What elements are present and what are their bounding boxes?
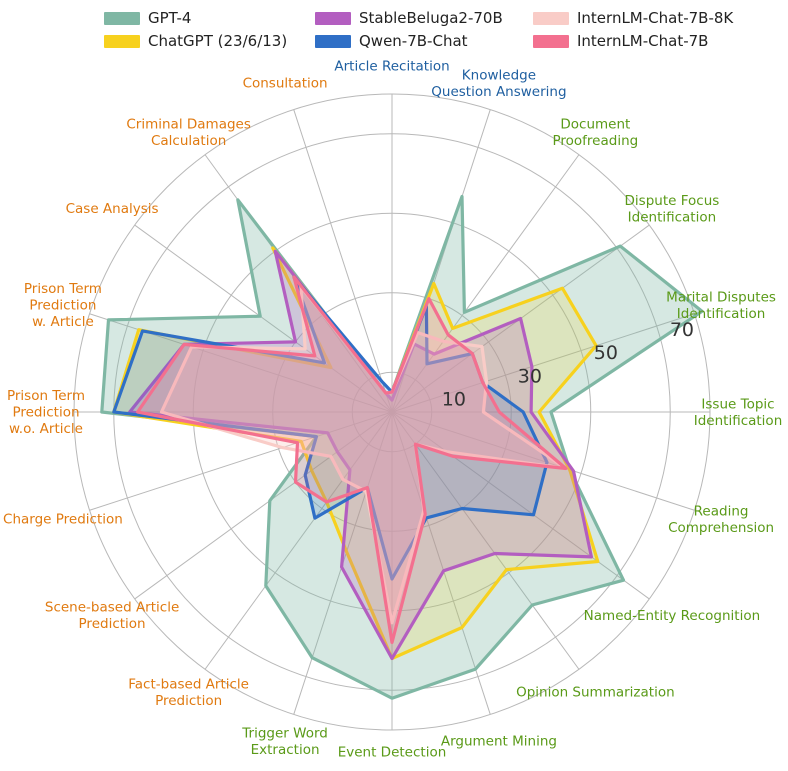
legend-item-chatgpt[interactable]: ChatGPT (23/6/13) bbox=[104, 31, 287, 51]
axis-label: Reading Comprehension bbox=[668, 503, 774, 536]
legend-label: InternLM-Chat-7B bbox=[577, 32, 709, 50]
axis-label: Issue Topic Identification bbox=[694, 396, 783, 429]
legend-swatch bbox=[104, 34, 140, 48]
radial-ticks: 10 30 50 70 bbox=[442, 319, 694, 411]
legend-label: GPT-4 bbox=[148, 9, 192, 27]
legend-item-gpt4[interactable]: GPT-4 bbox=[104, 8, 191, 28]
axis-label: Event Detection bbox=[338, 745, 447, 761]
radar-series bbox=[100, 194, 704, 700]
axis-label: Article Recitation bbox=[334, 59, 449, 75]
radial-tick-label: 10 bbox=[442, 389, 466, 411]
axis-label: Trigger Word Extraction bbox=[241, 725, 328, 758]
axis-label: Charge Prediction bbox=[3, 512, 123, 528]
series-polygon-2[interactable] bbox=[128, 249, 594, 661]
legend-label: ChatGPT (23/6/13) bbox=[148, 32, 288, 50]
legend-label: InternLM-Chat-7B-8K bbox=[577, 9, 734, 27]
axis-label: Knowledge Question Answering bbox=[431, 67, 566, 100]
grid-spoke bbox=[391, 154, 580, 413]
grid-spoke bbox=[134, 224, 393, 413]
legend-swatch bbox=[104, 11, 140, 25]
legend-swatch bbox=[315, 34, 351, 48]
axis-label: Prison Term Prediction w. Article bbox=[24, 281, 102, 330]
legend-item-internlm-8k[interactable]: InternLM-Chat-7B-8K bbox=[533, 8, 733, 28]
axis-label: Consultation bbox=[243, 76, 328, 92]
grid-spoke bbox=[134, 411, 393, 600]
legend-item-qwen[interactable]: Qwen-7B-Chat bbox=[315, 31, 468, 51]
grid-spoke bbox=[391, 411, 580, 670]
series-polygon-4[interactable] bbox=[159, 285, 568, 625]
axis-label: Criminal Damages Calculation bbox=[126, 116, 251, 149]
axis-label: Document Proofreading bbox=[553, 116, 639, 149]
legend-label: Qwen-7B-Chat bbox=[359, 32, 468, 50]
axis-label: Opinion Summarization bbox=[516, 685, 675, 701]
grid-spoke bbox=[391, 411, 491, 715]
legend-item-internlm[interactable]: InternLM-Chat-7B bbox=[533, 31, 708, 51]
axis-label: Case Analysis bbox=[66, 201, 159, 217]
grid-spoke bbox=[89, 411, 393, 511]
axis-label: Fact-based Article Prediction bbox=[128, 676, 249, 709]
grid-spoke bbox=[391, 411, 695, 511]
legend-label: StableBeluga2-70B bbox=[359, 9, 503, 27]
legend-swatch bbox=[315, 11, 351, 25]
grid-spoke bbox=[293, 109, 393, 413]
grid-spoke bbox=[204, 411, 393, 670]
axis-label: Dispute Focus Identification bbox=[625, 193, 720, 226]
legend-item-stablebeluga[interactable]: StableBeluga2-70B bbox=[315, 8, 503, 28]
radar-grid bbox=[73, 93, 711, 731]
axis-label: Prison Term Prediction w.o. Article bbox=[7, 388, 85, 437]
radial-tick-label: 50 bbox=[594, 342, 618, 364]
axis-label: Marital Disputes Identification bbox=[666, 289, 776, 322]
axis-label: Scene-based Article Prediction bbox=[45, 600, 179, 633]
axis-label: Argument Mining bbox=[441, 734, 557, 750]
grid-spoke bbox=[391, 313, 695, 413]
legend-swatch bbox=[533, 11, 569, 25]
axis-label: Named-Entity Recognition bbox=[584, 608, 760, 624]
legend-swatch bbox=[533, 34, 569, 48]
legend: GPT-4 ChatGPT (23/6/13) StableBeluga2-70… bbox=[0, 0, 788, 60]
grid-spoke bbox=[391, 411, 650, 600]
series-polygon-5[interactable] bbox=[136, 275, 568, 645]
radial-tick-label: 70 bbox=[670, 319, 694, 341]
series-polygon-0[interactable] bbox=[100, 194, 704, 700]
radial-tick-label: 30 bbox=[518, 365, 542, 387]
